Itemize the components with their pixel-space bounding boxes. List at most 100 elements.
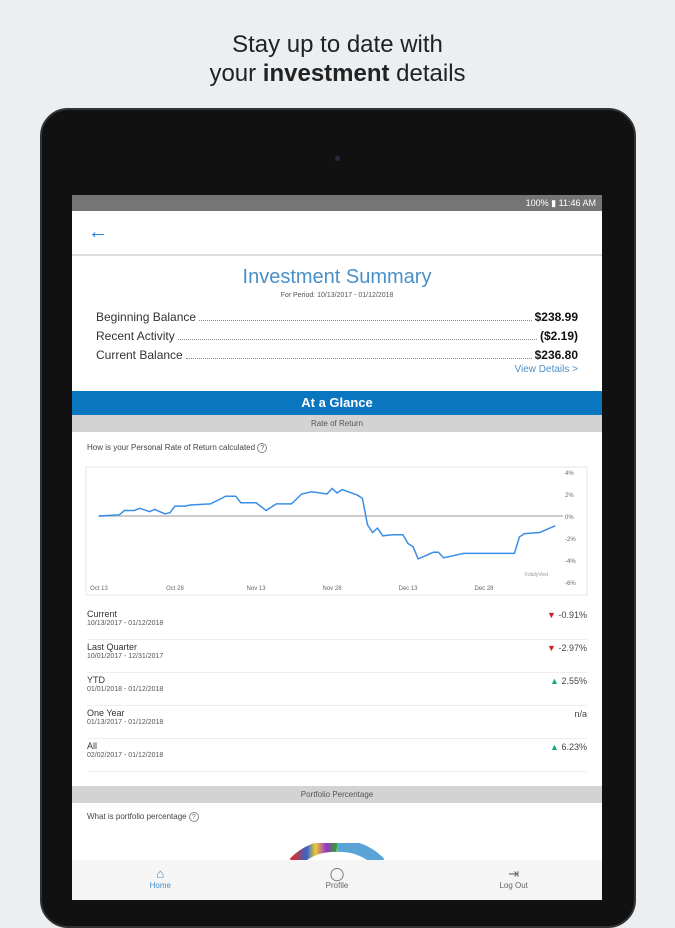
return-row: YTD 01/01/2018 - 01/12/2018 ▲ 2.55% (87, 673, 587, 706)
rate-question-text: How is your Personal Rate of Return calc… (87, 443, 256, 452)
view-details-link[interactable]: View Details > (514, 364, 578, 375)
data-point (275, 503, 277, 505)
data-point (174, 505, 176, 507)
return-value-text: -0.91% (558, 610, 587, 620)
portfolio-question[interactable]: What is portfolio percentage ? (87, 812, 199, 822)
data-point (311, 491, 313, 493)
data-point (189, 504, 191, 506)
x-tick-label: Dec 28 (475, 586, 495, 592)
data-point (366, 524, 369, 526)
data-point (336, 492, 338, 494)
return-value-text: n/a (574, 709, 587, 719)
return-dates: 02/02/2017 - 01/12/2018 (87, 752, 164, 759)
return-row: All 02/02/2017 - 01/12/2018 ▲ 6.23% (87, 739, 587, 772)
app-bar: ← (72, 211, 602, 256)
app-screen: 100% ▮ 11:46 AM ← Investment Summary For… (72, 195, 602, 900)
y-tick-label: 2% (565, 493, 574, 499)
data-point (518, 536, 521, 538)
y-tick-label: 0% (565, 515, 574, 521)
nav-log-out[interactable]: ⇥ Log Out (425, 860, 602, 900)
return-value-text: -2.97% (558, 643, 587, 653)
up-arrow-icon: ▲ (550, 676, 559, 686)
data-point (184, 505, 186, 507)
help-icon[interactable]: ? (188, 812, 199, 822)
x-tick-label: Nov 13 (247, 586, 267, 592)
page-title: Investment Summary (242, 266, 432, 288)
balance-label: Current Balance (96, 348, 183, 362)
promo-line-2: your investment details (0, 59, 675, 88)
x-tick-label: Oct 28 (166, 586, 184, 592)
data-point (240, 502, 242, 504)
data-point (417, 558, 419, 560)
return-dates: 10/13/2017 - 01/12/2018 (87, 620, 164, 627)
return-label: One Year (87, 708, 125, 718)
nav-label: Profile (325, 881, 349, 890)
y-tick-label: -2% (565, 537, 576, 543)
data-point (382, 535, 384, 537)
bottom-nav: ⌂ Home ◯ Profile ⇥ Log Out (72, 860, 602, 900)
data-point (255, 502, 257, 504)
y-tick-label: -4% (565, 559, 576, 565)
data-point (326, 493, 328, 495)
data-point (437, 551, 440, 553)
help-icon[interactable]: ? (257, 443, 268, 453)
data-point (290, 503, 293, 505)
data-point (402, 534, 404, 536)
data-point (225, 495, 227, 497)
logout-icon: ⇥ (508, 866, 520, 881)
balance-row: Recent Activity ($2.19) (96, 324, 578, 343)
nav-label: Home (149, 881, 171, 890)
nav-home[interactable]: ⌂ Home (72, 860, 249, 900)
data-point (149, 511, 151, 513)
data-point (154, 508, 156, 510)
return-value: n/a (574, 709, 587, 719)
portfolio-percentage-header: Portfolio Percentage (72, 786, 602, 803)
balance-row: Beginning Balance $238.99 (96, 305, 578, 324)
data-point (265, 509, 267, 512)
up-arrow-icon: ▲ (550, 742, 559, 752)
y-tick-label: 4% (565, 471, 574, 477)
promo-bold: investment (262, 60, 390, 87)
data-point (442, 557, 445, 559)
return-value: ▼ -0.91% (547, 610, 587, 620)
data-point (549, 527, 551, 529)
data-point (301, 493, 303, 495)
return-label: Current (87, 609, 118, 619)
down-arrow-icon: ▼ (547, 643, 556, 653)
home-icon: ⌂ (156, 866, 165, 881)
data-point (392, 534, 394, 536)
at-a-glance-header: At a Glance (72, 391, 602, 415)
data-point (361, 497, 364, 499)
data-point (169, 512, 171, 514)
chart-watermark: ©dailyVest (524, 571, 548, 578)
data-point (554, 525, 556, 527)
balance-row: Current Balance $236.80 (96, 343, 578, 362)
data-point (513, 552, 516, 554)
data-point (118, 514, 120, 516)
nav-profile[interactable]: ◯ Profile (249, 860, 426, 900)
balance-value: $238.99 (534, 310, 578, 324)
return-value: ▲ 6.23% (550, 742, 587, 752)
data-point (341, 489, 343, 491)
camera (335, 156, 340, 161)
x-tick-label: Dec 13 (399, 586, 419, 592)
balance-value: ($2.19) (539, 329, 578, 343)
data-point (138, 507, 141, 509)
down-arrow-icon: ▼ (547, 610, 556, 620)
data-point (331, 487, 333, 490)
back-arrow-icon[interactable]: ← (88, 221, 108, 243)
promo-text: details (389, 60, 466, 87)
return-value-text: 6.23% (561, 742, 587, 752)
rate-of-return-chart: 4% 2% 0% -2% -4% -6% Oct 13 Oct 28 Nov 13 Nov 28 D… (85, 466, 588, 596)
balance-label: Recent Activity (96, 329, 175, 343)
chart-plot-area (85, 466, 588, 596)
return-value: ▼ -2.97% (547, 643, 587, 653)
data-point (407, 542, 409, 545)
return-row: One Year 01/13/2017 - 01/12/2018 n/a (87, 706, 587, 739)
rate-question[interactable]: How is your Personal Rate of Return calc… (87, 443, 268, 453)
data-point (133, 509, 136, 512)
status-bar: 100% ▮ 11:46 AM (72, 195, 602, 211)
data-point (356, 494, 358, 496)
promo-headline: Stay up to date with your investment det… (0, 30, 675, 88)
x-tick-label: Nov 28 (323, 586, 343, 592)
